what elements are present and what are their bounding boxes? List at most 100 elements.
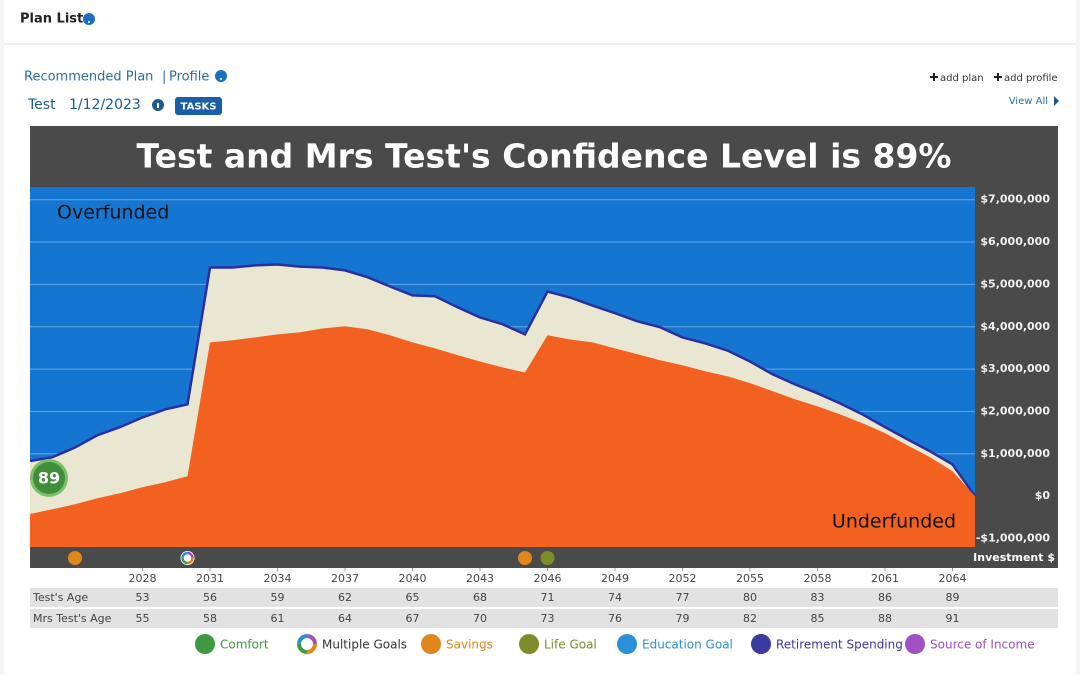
ring-segment (297, 634, 317, 654)
table-cell: 82 (743, 612, 757, 625)
tab-separator: | (162, 70, 166, 85)
table-cell: 53 (136, 591, 150, 604)
info-icon-bar (157, 103, 159, 108)
ring-segment (181, 551, 194, 565)
y-tick-label: -$1,000,000 (976, 532, 1050, 545)
table-cell: 79 (676, 612, 690, 625)
table-cell: 58 (203, 612, 217, 625)
y-tick-label: $6,000,000 (980, 235, 1050, 248)
legend-label: Life Goal (544, 638, 597, 652)
table-cell: 80 (743, 591, 757, 604)
y-tick-label: $0 (1035, 489, 1051, 502)
arrow-icon (1054, 96, 1059, 106)
legend-icon (421, 634, 441, 654)
y-tick-label: $1,000,000 (980, 447, 1050, 460)
x-tick-label: 2052 (669, 572, 697, 585)
table-cell: 73 (541, 612, 555, 625)
ring-segment (181, 551, 194, 565)
chart-title: Test and Mrs Test's Confidence Level is … (137, 137, 952, 176)
page-title: Plan List (20, 12, 83, 27)
table-cell: 88 (878, 612, 892, 625)
x-tick-label: 2037 (331, 572, 359, 585)
plus-icon (994, 73, 1002, 81)
table-cell: 56 (203, 591, 217, 604)
table-cell: 64 (338, 612, 352, 625)
table-cell: 55 (136, 612, 150, 625)
table-cell: 65 (406, 591, 420, 604)
table-cell: 85 (811, 612, 825, 625)
annotation: Underfunded (832, 511, 956, 533)
tasks-label[interactable]: TASKS (181, 102, 217, 113)
x-tick-label: 2034 (264, 572, 292, 585)
row-label: Test's Age (32, 591, 88, 604)
ring-segment (297, 634, 317, 654)
table-cell: 83 (811, 591, 825, 604)
table-cell: 89 (946, 591, 960, 604)
legend-label: Education Goal (642, 638, 733, 652)
table-cell: 71 (541, 591, 555, 604)
x-tick-label: 2055 (736, 572, 764, 585)
legend-icon (905, 634, 925, 654)
y-tick-label: $7,000,000 (980, 193, 1050, 206)
legend-label: Retirement Spending (776, 638, 903, 652)
table-cell: 62 (338, 591, 352, 604)
y-tick-label: $5,000,000 (980, 277, 1050, 290)
event-marker (518, 551, 532, 565)
plan-name: Test (27, 97, 56, 113)
legend-label: Comfort (220, 638, 269, 652)
legend-icon (751, 634, 771, 654)
tab-link[interactable]: Profile (169, 70, 209, 85)
action-link[interactable]: add profile (1004, 73, 1058, 84)
action-link[interactable]: add plan (940, 73, 984, 84)
x-tick-label: 2049 (601, 572, 629, 585)
view-all[interactable]: View All (1009, 96, 1048, 107)
row-label: Mrs Test's Age (33, 612, 112, 625)
y-tick-label: $4,000,000 (980, 320, 1050, 333)
table-cell: 70 (473, 612, 487, 625)
x-tick-label: 2043 (466, 572, 494, 585)
y-tick-label: $2,000,000 (980, 404, 1050, 417)
table-cell: 77 (676, 591, 690, 604)
annotation: Overfunded (57, 202, 169, 224)
x-tick-label: 2028 (129, 572, 157, 585)
x-tick-label: 2064 (939, 572, 967, 585)
x-tick-label: 2046 (534, 572, 562, 585)
table-row-bg (30, 588, 1058, 607)
help-icon[interactable] (83, 13, 95, 25)
table-cell: 86 (878, 591, 892, 604)
y-axis-label: Investment $ (973, 551, 1055, 564)
marker-band (30, 547, 975, 568)
table-cell: 59 (271, 591, 285, 604)
table-cell: 76 (608, 612, 622, 625)
confidence-badge: 89 (38, 469, 60, 488)
ring-segment (181, 551, 194, 565)
help-icon-dot (220, 78, 222, 80)
legend-label: Source of Income (930, 638, 1035, 652)
axis-panel (975, 187, 1058, 568)
x-tick-label: 2058 (804, 572, 832, 585)
table-cell: 91 (946, 612, 960, 625)
y-tick-label: $3,000,000 (980, 362, 1050, 375)
help-icon-dot (88, 21, 90, 23)
event-marker (68, 551, 82, 565)
legend-icon (617, 634, 637, 654)
plus-icon (930, 73, 938, 81)
tab-link[interactable]: Recommended Plan (24, 70, 153, 85)
ring-segment (297, 634, 317, 654)
table-cell: 67 (406, 612, 420, 625)
help-icon[interactable] (215, 70, 227, 82)
legend-label: Savings (446, 638, 493, 652)
area (30, 326, 975, 547)
legend-icon (195, 634, 215, 654)
badge (33, 462, 65, 494)
x-tick-label: 2040 (399, 572, 427, 585)
tasks-button[interactable] (175, 97, 222, 115)
legend-label: Multiple Goals (322, 638, 407, 652)
table-cell: 74 (608, 591, 622, 604)
chart-header (30, 126, 1058, 187)
top-bar (4, 0, 1076, 44)
table-cell: 68 (473, 591, 487, 604)
x-tick-label: 2031 (196, 572, 224, 585)
